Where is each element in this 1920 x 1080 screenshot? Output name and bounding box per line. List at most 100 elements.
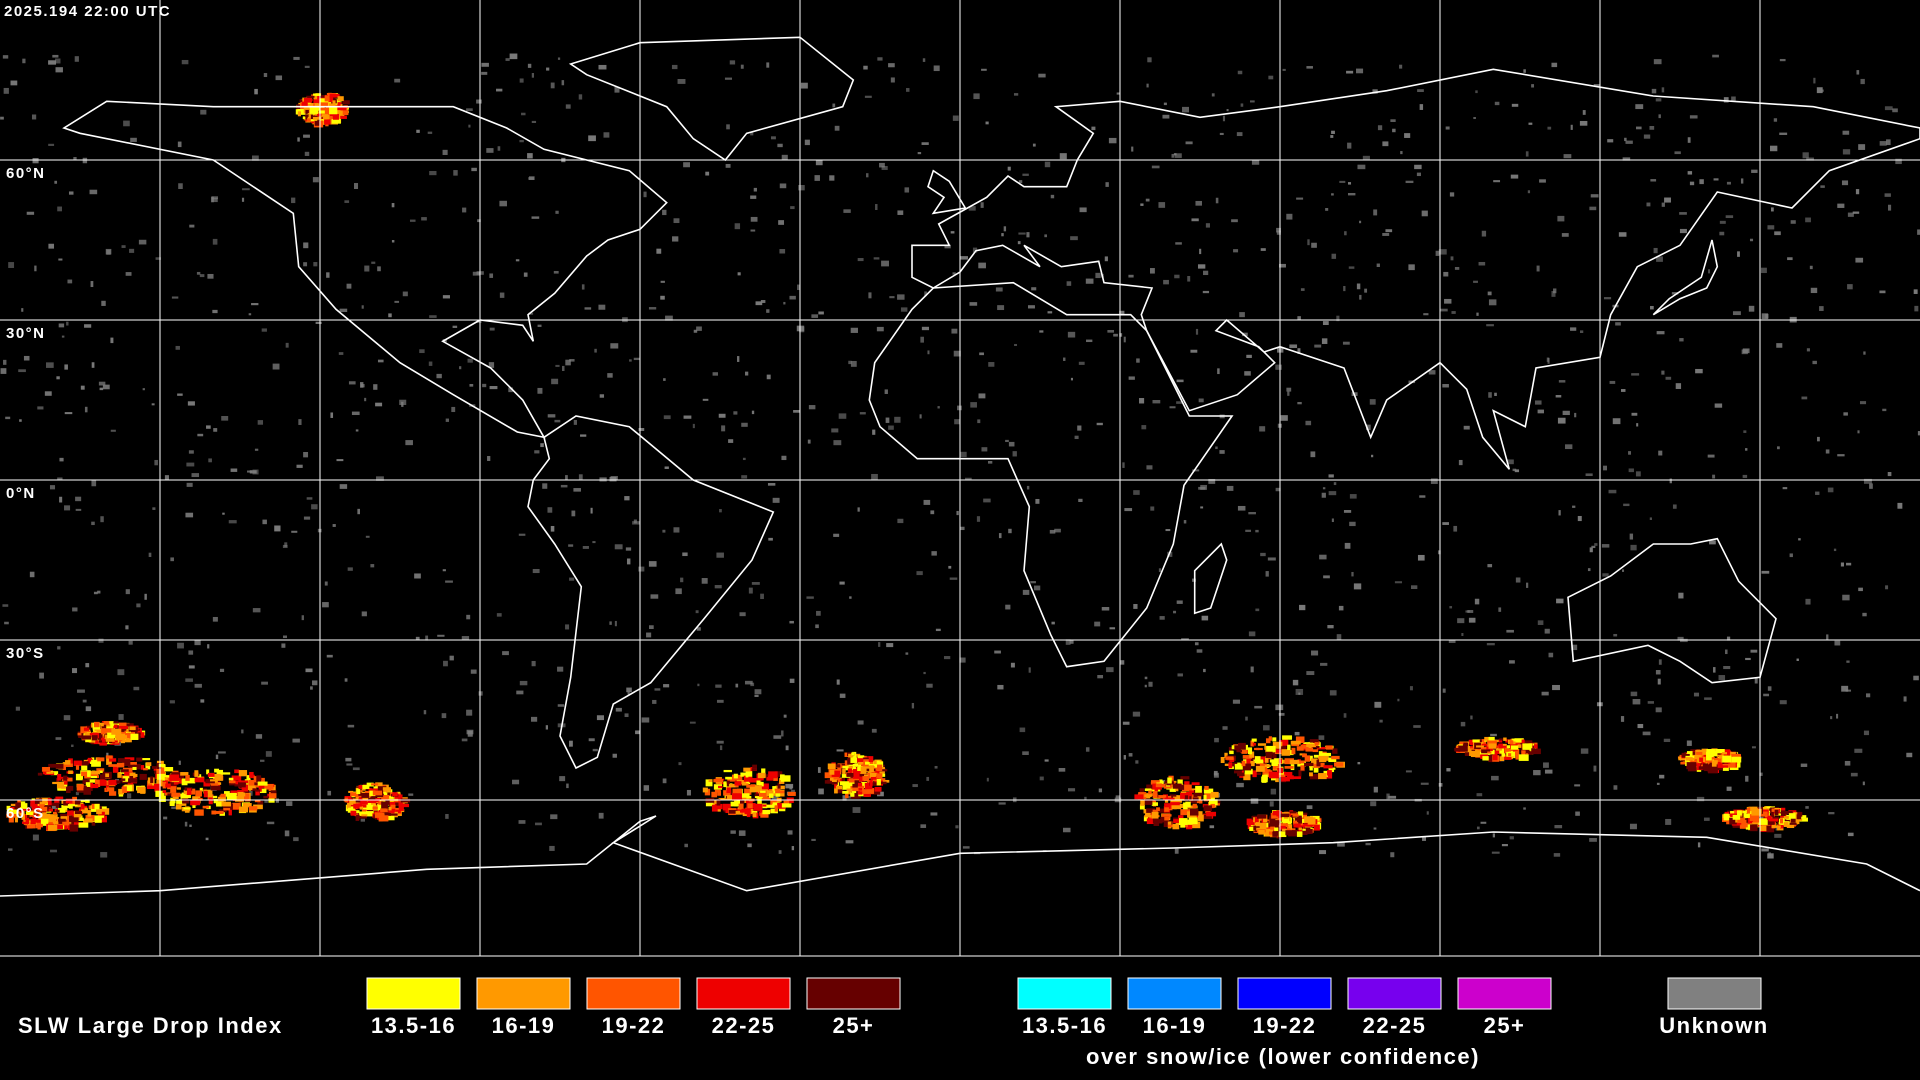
cloud-speck — [561, 80, 565, 86]
cloud-speck — [1281, 749, 1291, 756]
cloud-speck — [223, 803, 233, 810]
cloud-speck — [1635, 126, 1642, 130]
cloud-speck — [375, 782, 383, 788]
cloud-speck — [1486, 324, 1494, 327]
cloud-speck — [871, 728, 877, 733]
cloud-speck — [85, 725, 91, 729]
cloud-speck — [789, 620, 794, 624]
cloud-speck — [944, 244, 951, 249]
cloud-speck — [1336, 315, 1340, 322]
cloud-speck — [1863, 351, 1866, 355]
cloud-speck — [91, 362, 95, 368]
cloud-speck — [163, 816, 168, 820]
cloud-speck — [732, 793, 742, 801]
cloud-speck — [1428, 370, 1436, 375]
cloud-speck — [1501, 753, 1506, 757]
cloud-speck — [453, 170, 458, 176]
cloud-speck — [64, 824, 68, 830]
cloud-speck — [1321, 492, 1326, 498]
cloud-speck — [1285, 812, 1290, 815]
cloud-speck — [1314, 773, 1319, 777]
cloud-speck — [128, 778, 138, 783]
cloud-speck — [1311, 745, 1320, 749]
cloud-speck — [1790, 220, 1796, 224]
cloud-speck — [1164, 798, 1169, 803]
cloud-speck — [175, 345, 180, 350]
cloud-speck — [1719, 231, 1725, 236]
cloud-speck — [1512, 468, 1517, 472]
cloud-speck — [1178, 815, 1184, 819]
cloud-speck — [112, 766, 119, 773]
cloud-speck — [1841, 685, 1849, 692]
cloud-speck — [663, 684, 670, 688]
cloud-speck — [234, 769, 240, 774]
cloud-speck — [43, 813, 51, 818]
cloud-speck — [1085, 278, 1094, 284]
cloud-speck — [1693, 692, 1700, 697]
cloud-speck — [1887, 204, 1892, 211]
cloud-speck — [1101, 607, 1110, 611]
cloud-speck — [1051, 621, 1055, 625]
cloud-speck — [327, 790, 332, 796]
cloud-speck — [55, 763, 64, 769]
cloud-speck — [845, 766, 856, 771]
cloud-speck — [189, 224, 195, 228]
cloud-speck — [1523, 807, 1526, 810]
cloud-speck — [42, 767, 51, 772]
cloud-speck — [1203, 788, 1214, 794]
cloud-speck — [682, 552, 688, 557]
cloud-speck — [1327, 770, 1332, 776]
cloud-speck — [1144, 788, 1152, 791]
cloud-speck — [1574, 784, 1581, 787]
cloud-speck — [148, 552, 152, 557]
cloud-speck — [378, 801, 383, 805]
cloud-speck — [213, 776, 218, 783]
cloud-speck — [849, 596, 852, 599]
cloud-speck — [3, 87, 9, 94]
cloud-speck — [317, 111, 322, 117]
cloud-speck — [307, 113, 311, 119]
cloud-speck — [1032, 143, 1036, 147]
cloud-speck — [349, 800, 356, 804]
cloud-speck — [377, 266, 381, 272]
cloud-speck — [1488, 756, 1494, 763]
cloud-speck — [693, 329, 698, 333]
cloud-speck — [1417, 89, 1424, 93]
cloud-speck — [978, 262, 986, 269]
cloud-speck — [1847, 212, 1854, 217]
legend-swatch — [1457, 977, 1552, 1010]
cloud-speck — [1208, 799, 1218, 806]
cloud-speck — [547, 507, 553, 513]
cloud-speck — [408, 793, 414, 796]
cloud-speck — [833, 440, 842, 446]
cloud-speck — [876, 778, 881, 786]
cloud-speck — [120, 778, 126, 781]
cloud-speck — [848, 753, 853, 761]
cloud-speck — [364, 265, 370, 272]
cloud-speck — [1467, 610, 1474, 613]
cloud-speck — [125, 272, 132, 276]
cloud-speck — [87, 779, 97, 783]
cloud-speck — [1150, 268, 1155, 274]
cloud-speck — [879, 769, 888, 772]
cloud-speck — [696, 326, 702, 331]
cloud-speck — [1264, 829, 1273, 837]
cloud-speck — [477, 219, 481, 223]
cloud-speck — [852, 772, 861, 779]
coastline — [927, 169, 967, 215]
cloud-speck — [877, 764, 883, 772]
cloud-speck — [1493, 180, 1501, 183]
cloud-speck — [1237, 70, 1243, 75]
cloud-speck — [1217, 368, 1220, 375]
cloud-speck — [1779, 58, 1786, 62]
cloud-speck — [1229, 750, 1234, 755]
cloud-speck — [1913, 289, 1918, 294]
cloud-speck — [1164, 797, 1175, 800]
cloud-speck — [487, 456, 491, 461]
cloud-speck — [1106, 667, 1114, 673]
cloud-speck — [1167, 777, 1172, 784]
cloud-speck — [382, 787, 392, 792]
cloud-speck — [863, 65, 868, 70]
cloud-speck — [643, 785, 650, 791]
cloud-speck — [127, 732, 131, 739]
